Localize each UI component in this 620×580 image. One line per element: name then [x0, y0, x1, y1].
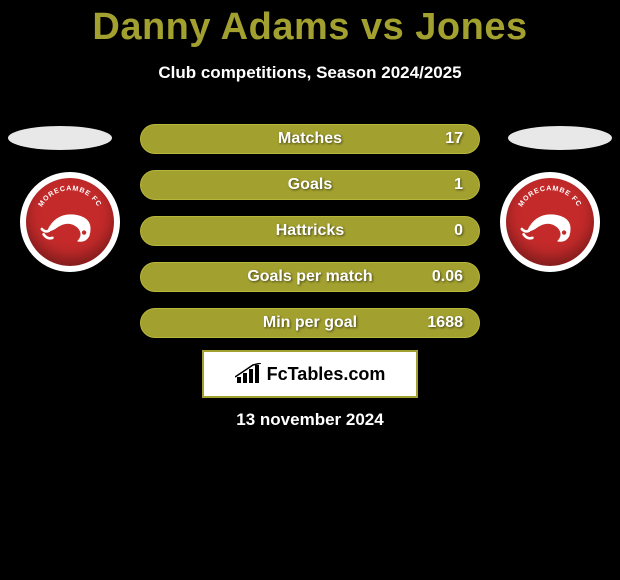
svg-text:MORECAMBE FC: MORECAMBE FC — [38, 185, 103, 208]
stat-label: Goals per match — [247, 268, 372, 286]
shrimp-crest-icon: MORECAMBE FC — [26, 178, 114, 266]
bar-chart-icon — [235, 363, 261, 385]
page-title: Danny Adams vs Jones — [0, 0, 620, 49]
stat-label: Hattricks — [276, 222, 344, 240]
shrimp-crest-icon: MORECAMBE FC — [506, 178, 594, 266]
stat-bar: Matches 17 — [140, 124, 480, 154]
brand-label: FcTables.com — [267, 364, 386, 385]
shadow-ellipse-right — [508, 126, 612, 150]
stat-label: Matches — [278, 130, 342, 148]
stat-label: Goals — [288, 176, 332, 194]
stat-value: 1 — [454, 176, 463, 194]
stat-value: 0 — [454, 222, 463, 240]
stat-bar: Goals per match 0.06 — [140, 262, 480, 292]
brand-box[interactable]: FcTables.com — [202, 350, 418, 398]
club-crest-left: MORECAMBE FC — [20, 172, 120, 272]
stat-bars: Matches 17 Goals 1 Hattricks 0 Goals per… — [140, 124, 480, 354]
crest-arc-text: MORECAMBE FC — [38, 185, 103, 208]
stat-bar: Min per goal 1688 — [140, 308, 480, 338]
shadow-ellipse-left — [8, 126, 112, 150]
crest-arc-text: MORECAMBE FC — [518, 185, 583, 208]
date-label: 13 november 2024 — [0, 410, 620, 430]
stat-label: Min per goal — [263, 314, 357, 332]
stat-bar: Hattricks 0 — [140, 216, 480, 246]
subtitle: Club competitions, Season 2024/2025 — [0, 63, 620, 83]
stat-value: 17 — [445, 130, 463, 148]
stat-bar: Goals 1 — [140, 170, 480, 200]
stat-value: 1688 — [427, 314, 463, 332]
club-crest-right: MORECAMBE FC — [500, 172, 600, 272]
stat-value: 0.06 — [432, 268, 463, 286]
svg-text:MORECAMBE FC: MORECAMBE FC — [518, 185, 583, 208]
